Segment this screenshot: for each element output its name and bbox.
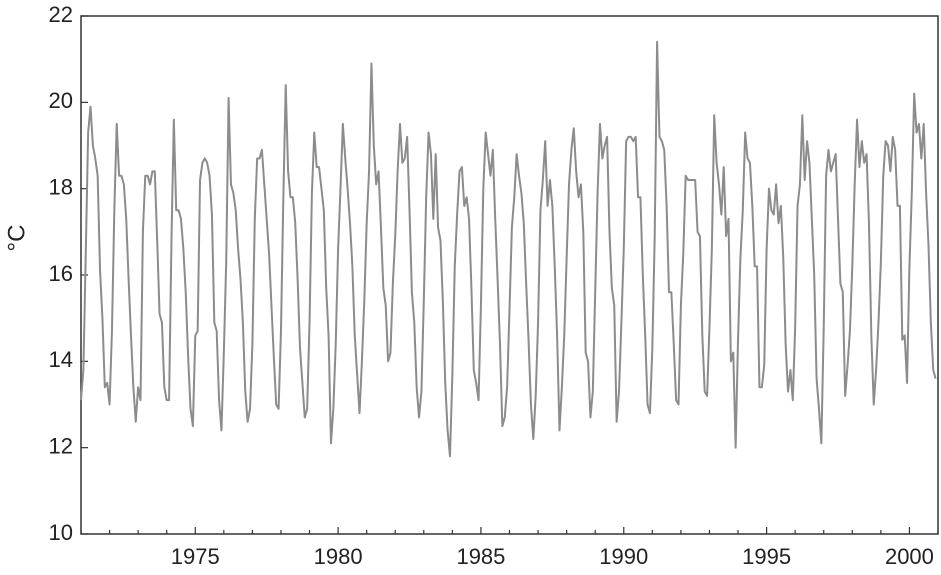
x-tick-label: 1990 bbox=[599, 544, 648, 569]
y-tick-label: 10 bbox=[49, 520, 73, 545]
y-tick-label: 22 bbox=[49, 2, 73, 27]
y-tick-label: 18 bbox=[49, 174, 73, 199]
y-axis-label: °C bbox=[3, 225, 30, 252]
y-tick-label: 14 bbox=[49, 347, 73, 372]
x-tick-label: 1995 bbox=[742, 544, 791, 569]
x-tick-label: 2000 bbox=[885, 544, 934, 569]
x-tick-label: 1975 bbox=[171, 544, 220, 569]
plot-frame bbox=[80, 15, 939, 535]
x-tick-label: 1980 bbox=[314, 544, 363, 569]
x-tick-label: 1985 bbox=[456, 544, 505, 569]
y-tick-label: 20 bbox=[49, 88, 73, 113]
x-axis: 1975 1980 1985 1990 1995 2000 bbox=[80, 527, 939, 569]
y-tick-label: 12 bbox=[49, 433, 73, 458]
temperature-series-line bbox=[80, 40, 937, 458]
y-axis: 10 12 14 16 18 20 22 bbox=[49, 2, 88, 545]
y-tick-label: 16 bbox=[49, 261, 73, 286]
